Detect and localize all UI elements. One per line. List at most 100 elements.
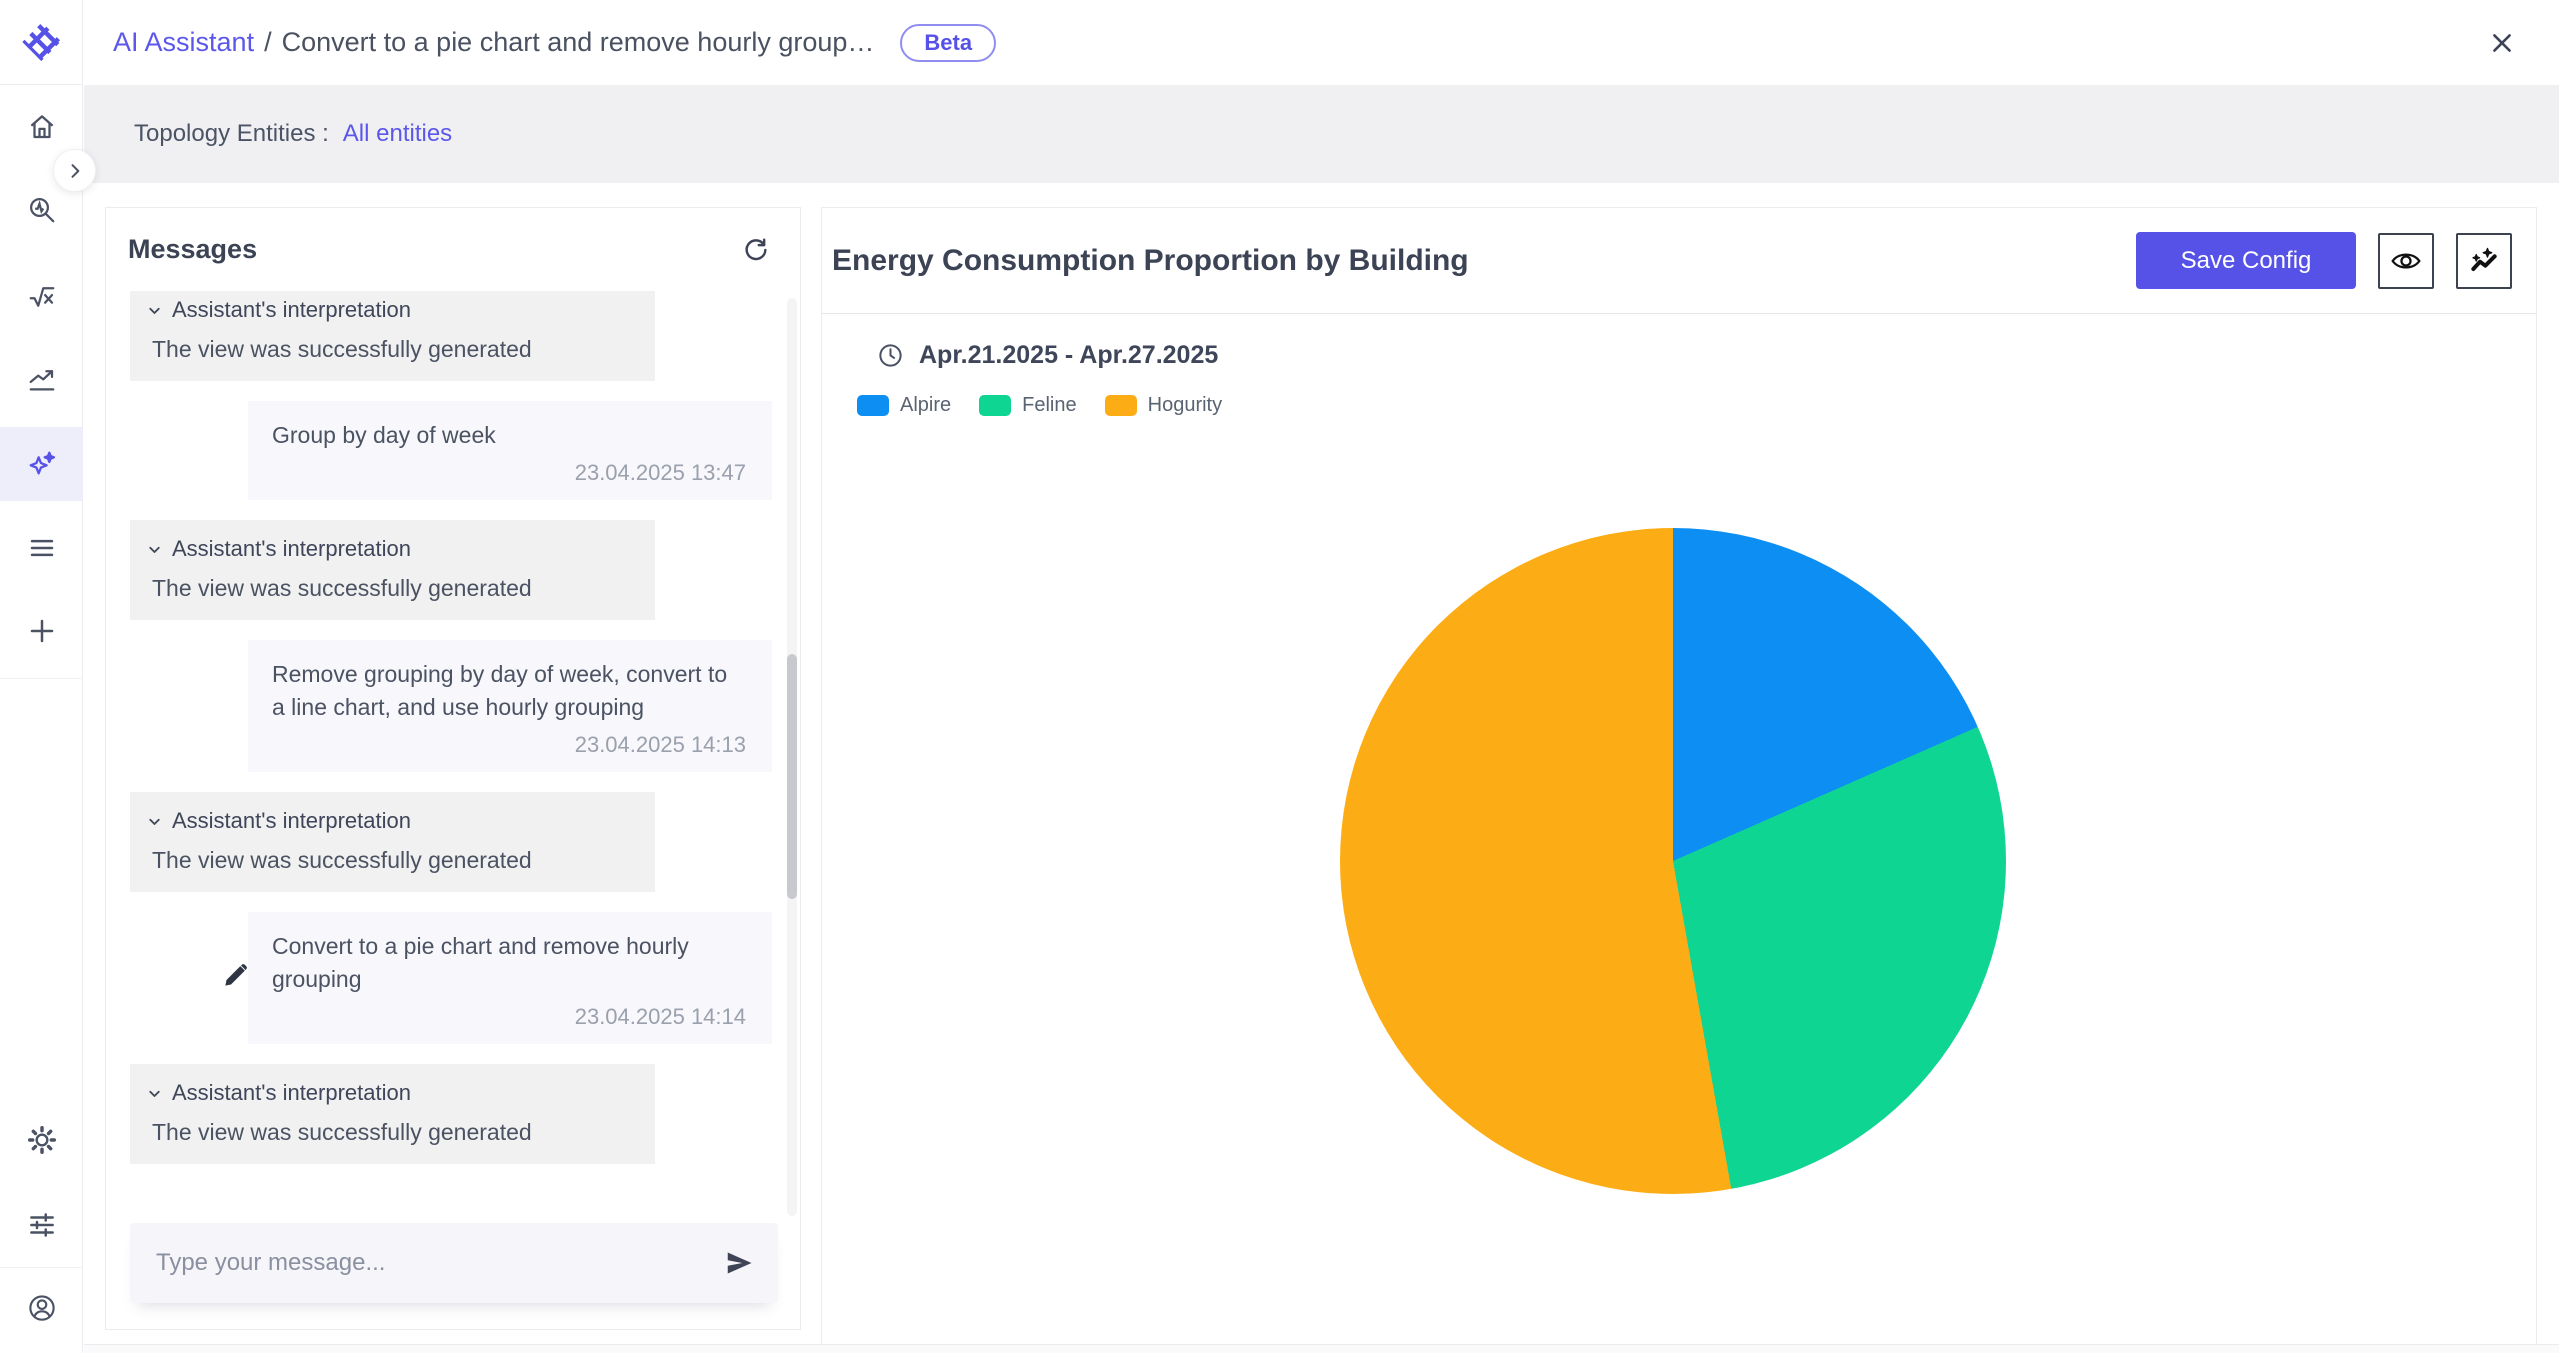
assistant-message: Assistant's interpretation The view was … (130, 520, 655, 620)
message-thread: Assistant's interpretation The view was … (106, 291, 800, 1216)
sidebar-item-settings[interactable] (0, 1103, 83, 1177)
user-message-row: Group by day of week 23.04.2025 13:47 (130, 401, 776, 500)
page-footer-strip (84, 1344, 2559, 1353)
breadcrumb-separator: / (264, 27, 272, 57)
legend-label: Hogurity (1147, 394, 1223, 416)
chevron-right-icon (65, 161, 85, 181)
topology-entities-label: Topology Entities : (134, 120, 329, 147)
assistant-interpretation-label: Assistant's interpretation (172, 1080, 411, 1105)
user-message-timestamp: 23.04.2025 14:14 (574, 1004, 746, 1029)
sidebar-divider (0, 678, 83, 679)
chart-panel: Energy Consumption Proportion by Buildin… (821, 207, 2537, 1353)
message-input-box (130, 1223, 778, 1303)
sidebar-expand-button[interactable] (53, 149, 96, 192)
assistant-interpretation-toggle[interactable]: Assistant's interpretation (146, 536, 635, 562)
chart-date-range: Apr.21.2025 - Apr.27.2025 (877, 341, 1218, 370)
sidebar-item-explore[interactable] (0, 173, 83, 247)
beta-badge: Beta (900, 23, 997, 62)
topology-entities-bar: Topology Entities : All entities (84, 85, 2559, 183)
user-message-text: Convert to a pie chart and remove hourly… (272, 933, 689, 992)
settings-gear-icon (26, 1124, 58, 1156)
sidebar-divider (0, 1267, 83, 1268)
menu-icon (27, 533, 57, 563)
chart-title: Energy Consumption Proportion by Buildin… (832, 243, 1469, 277)
chevron-down-icon (146, 541, 163, 558)
topology-all-entities-link[interactable]: All entities (342, 120, 453, 147)
pie-chart[interactable] (1340, 528, 2006, 1194)
user-message: Group by day of week 23.04.2025 13:47 (248, 401, 772, 500)
metrics-trend-icon (27, 365, 57, 395)
chart-header: Energy Consumption Proportion by Buildin… (822, 208, 2536, 314)
legend-item[interactable]: Hogurity (1104, 394, 1223, 417)
preview-eye-icon (2390, 245, 2422, 277)
assistant-interpretation-label: Assistant's interpretation (172, 297, 411, 322)
assistant-message: Assistant's interpretation The view was … (130, 291, 655, 381)
legend-item[interactable]: Feline (979, 394, 1077, 417)
assistant-message: Assistant's interpretation The view was … (130, 1064, 655, 1164)
sidebar-item-menu[interactable] (0, 511, 83, 585)
assistant-interpretation-label: Assistant's interpretation (172, 536, 411, 561)
sidebar-item-account[interactable] (0, 1271, 83, 1345)
breadcrumb-page-title: Convert to a pie chart and remove hourly… (281, 27, 875, 57)
add-icon (27, 616, 57, 646)
assistant-interpretation-toggle[interactable]: Assistant's interpretation (146, 1080, 635, 1106)
edit-message-button[interactable] (222, 962, 249, 989)
chevron-down-icon (146, 1085, 163, 1102)
formula-icon (27, 282, 57, 312)
message-input[interactable] (154, 1248, 724, 1278)
ai-sparkles-icon (26, 448, 58, 480)
clock-icon (877, 342, 904, 369)
close-x-icon (2488, 29, 2516, 57)
account-icon (27, 1293, 57, 1323)
assistant-interpretation-label: Assistant's interpretation (172, 808, 411, 833)
ai-chart-icon (2468, 245, 2500, 277)
sidebar-item-metrics[interactable] (0, 343, 83, 417)
user-message-timestamp: 23.04.2025 14:13 (574, 732, 746, 757)
user-message: Remove grouping by day of week, convert … (248, 640, 772, 772)
messages-title: Messages (128, 234, 258, 264)
ai-chart-button[interactable] (2456, 232, 2512, 289)
messages-scrollbar-thumb[interactable] (787, 654, 797, 899)
window-header: AI Assistant / Convert to a pie chart an… (84, 0, 2559, 85)
assistant-message-text: The view was successfully generated (152, 1119, 532, 1145)
messages-panel: Messages Assistant's interpretation The … (105, 207, 801, 1330)
chevron-down-icon (146, 813, 163, 830)
sidebar-item-preferences[interactable] (0, 1188, 83, 1262)
user-message-text: Remove grouping by day of week, convert … (272, 661, 728, 720)
assistant-interpretation-toggle[interactable]: Assistant's interpretation (146, 297, 635, 323)
assistant-interpretation-toggle[interactable]: Assistant's interpretation (146, 808, 635, 834)
assistant-message: Assistant's interpretation The view was … (130, 792, 655, 892)
breadcrumb-app-link[interactable]: AI Assistant (113, 27, 255, 57)
send-button[interactable] (724, 1248, 754, 1278)
legend-swatch (979, 395, 1012, 416)
pencil-icon (222, 962, 249, 989)
refresh-icon (742, 236, 770, 264)
user-message: Convert to a pie chart and remove hourly… (248, 912, 772, 1044)
chevron-down-icon (146, 302, 163, 319)
sidebar (0, 0, 83, 1353)
sidebar-item-home[interactable] (0, 90, 83, 164)
assistant-message-text: The view was successfully generated (152, 847, 532, 873)
sidebar-item-add[interactable] (0, 594, 83, 668)
save-config-button[interactable]: Save Config (2136, 232, 2356, 289)
chart-legend: Alpire Feline Hogurity (857, 394, 1222, 417)
sidebar-item-ai-assistant[interactable] (0, 427, 83, 501)
search-pulse-icon (27, 195, 57, 225)
home-icon (27, 112, 57, 142)
brand-weave-icon[interactable] (0, 0, 83, 85)
legend-item[interactable]: Alpire (857, 394, 951, 417)
close-button[interactable] (2485, 26, 2519, 60)
legend-swatch (1104, 395, 1137, 416)
refresh-button[interactable] (742, 236, 770, 264)
assistant-message-text: The view was successfully generated (152, 575, 532, 601)
legend-label: Feline (1022, 394, 1077, 416)
date-range-text: Apr.21.2025 - Apr.27.2025 (919, 341, 1219, 369)
sidebar-item-formulas[interactable] (0, 260, 83, 334)
preferences-sliders-icon (27, 1210, 57, 1240)
assistant-message-text: The view was successfully generated (152, 336, 532, 362)
preview-button[interactable] (2378, 232, 2434, 289)
user-message-row: Convert to a pie chart and remove hourly… (130, 912, 776, 1044)
user-message-row: Remove grouping by day of week, convert … (130, 640, 776, 772)
legend-label: Alpire (900, 394, 952, 416)
send-icon (724, 1248, 754, 1278)
